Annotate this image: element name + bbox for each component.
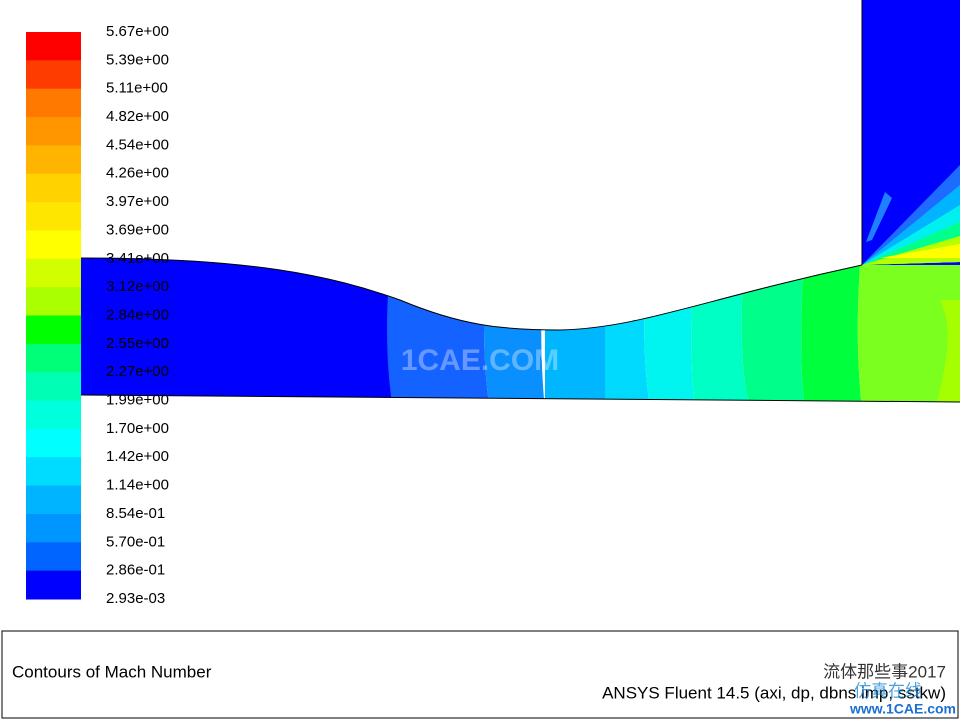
colorbar-segment [26, 60, 81, 90]
colorbar-label: 1.70e+00 [106, 420, 169, 437]
colorbar-label: 5.11e+00 [106, 80, 168, 97]
colorbar-segment [26, 485, 81, 515]
colorbar-label: 2.86e-01 [106, 562, 165, 579]
colorbar-segment [26, 32, 81, 61]
colorbar: 5.67e+00 5.39e+00 5.11e+00 4.82e+00 4.54e+00… [26, 23, 169, 607]
contour-field [81, 248, 960, 402]
colorbar-label: 3.97e+00 [106, 193, 169, 210]
footer-title: Contours of Mach Number [12, 662, 212, 681]
colorbar-label: 1.14e+00 [106, 477, 169, 494]
watermark-account: 流体那些事2017 [823, 662, 946, 681]
watermark: 1CAE.COM [401, 344, 559, 377]
colorbar-label: 5.67e+00 [106, 23, 169, 40]
colorbar-segment [26, 173, 81, 203]
colorbar-label: 5.70e-01 [106, 533, 165, 550]
wall [80, 257, 863, 331]
colorbar-segment [26, 343, 81, 373]
colorbar-segment [26, 287, 81, 316]
colorbar-segment [26, 202, 81, 231]
colorbar-label: 2.27e+00 [106, 363, 169, 380]
colorbar-segment [26, 570, 81, 600]
colorbar-label: 2.55e+00 [106, 335, 169, 352]
colorbar-label: 5.39e+00 [106, 51, 169, 68]
colorbar-label: 2.93e-03 [106, 590, 165, 607]
axis-line [80, 394, 960, 403]
footer-box [1, 630, 959, 719]
colorbar-segment [26, 258, 81, 288]
watermark-url: www.1CAE.com [849, 701, 956, 717]
colorbar-segment [26, 230, 81, 260]
colorbar-segment [26, 145, 81, 175]
colorbar-label: 1.42e+00 [106, 448, 169, 465]
colorbar-segment [26, 542, 81, 572]
colorbar-label: 4.82e+00 [106, 108, 169, 125]
colorbar-segment [26, 513, 81, 543]
colorbar-label: 2.84e+00 [106, 306, 169, 323]
colorbar-segment [26, 88, 81, 118]
colorbar-label: 3.12e+00 [106, 278, 169, 295]
footer-info: ANSYS Fluent 14.5 (axi, dp, dbns imp, ss… [602, 683, 946, 702]
colorbar-segment [26, 428, 81, 458]
watermark-site: 仿真在线 [854, 681, 922, 700]
colorbar-label: 1.99e+00 [106, 392, 169, 409]
colorbar-label: 8.54e-01 [106, 505, 165, 522]
colorbar-label: 4.54e+00 [106, 136, 169, 153]
colorbar-label: 3.69e+00 [106, 221, 169, 238]
colorbar-label: 4.26e+00 [106, 165, 169, 182]
colorbar-segment [26, 457, 81, 487]
colorbar-label: 3.41e+00 [106, 250, 169, 267]
colorbar-segment [26, 117, 81, 146]
jet-region [861, 0, 960, 265]
colorbar-segment [26, 372, 81, 402]
colorbar-segment [26, 315, 81, 345]
colorbar-segment [26, 400, 81, 430]
